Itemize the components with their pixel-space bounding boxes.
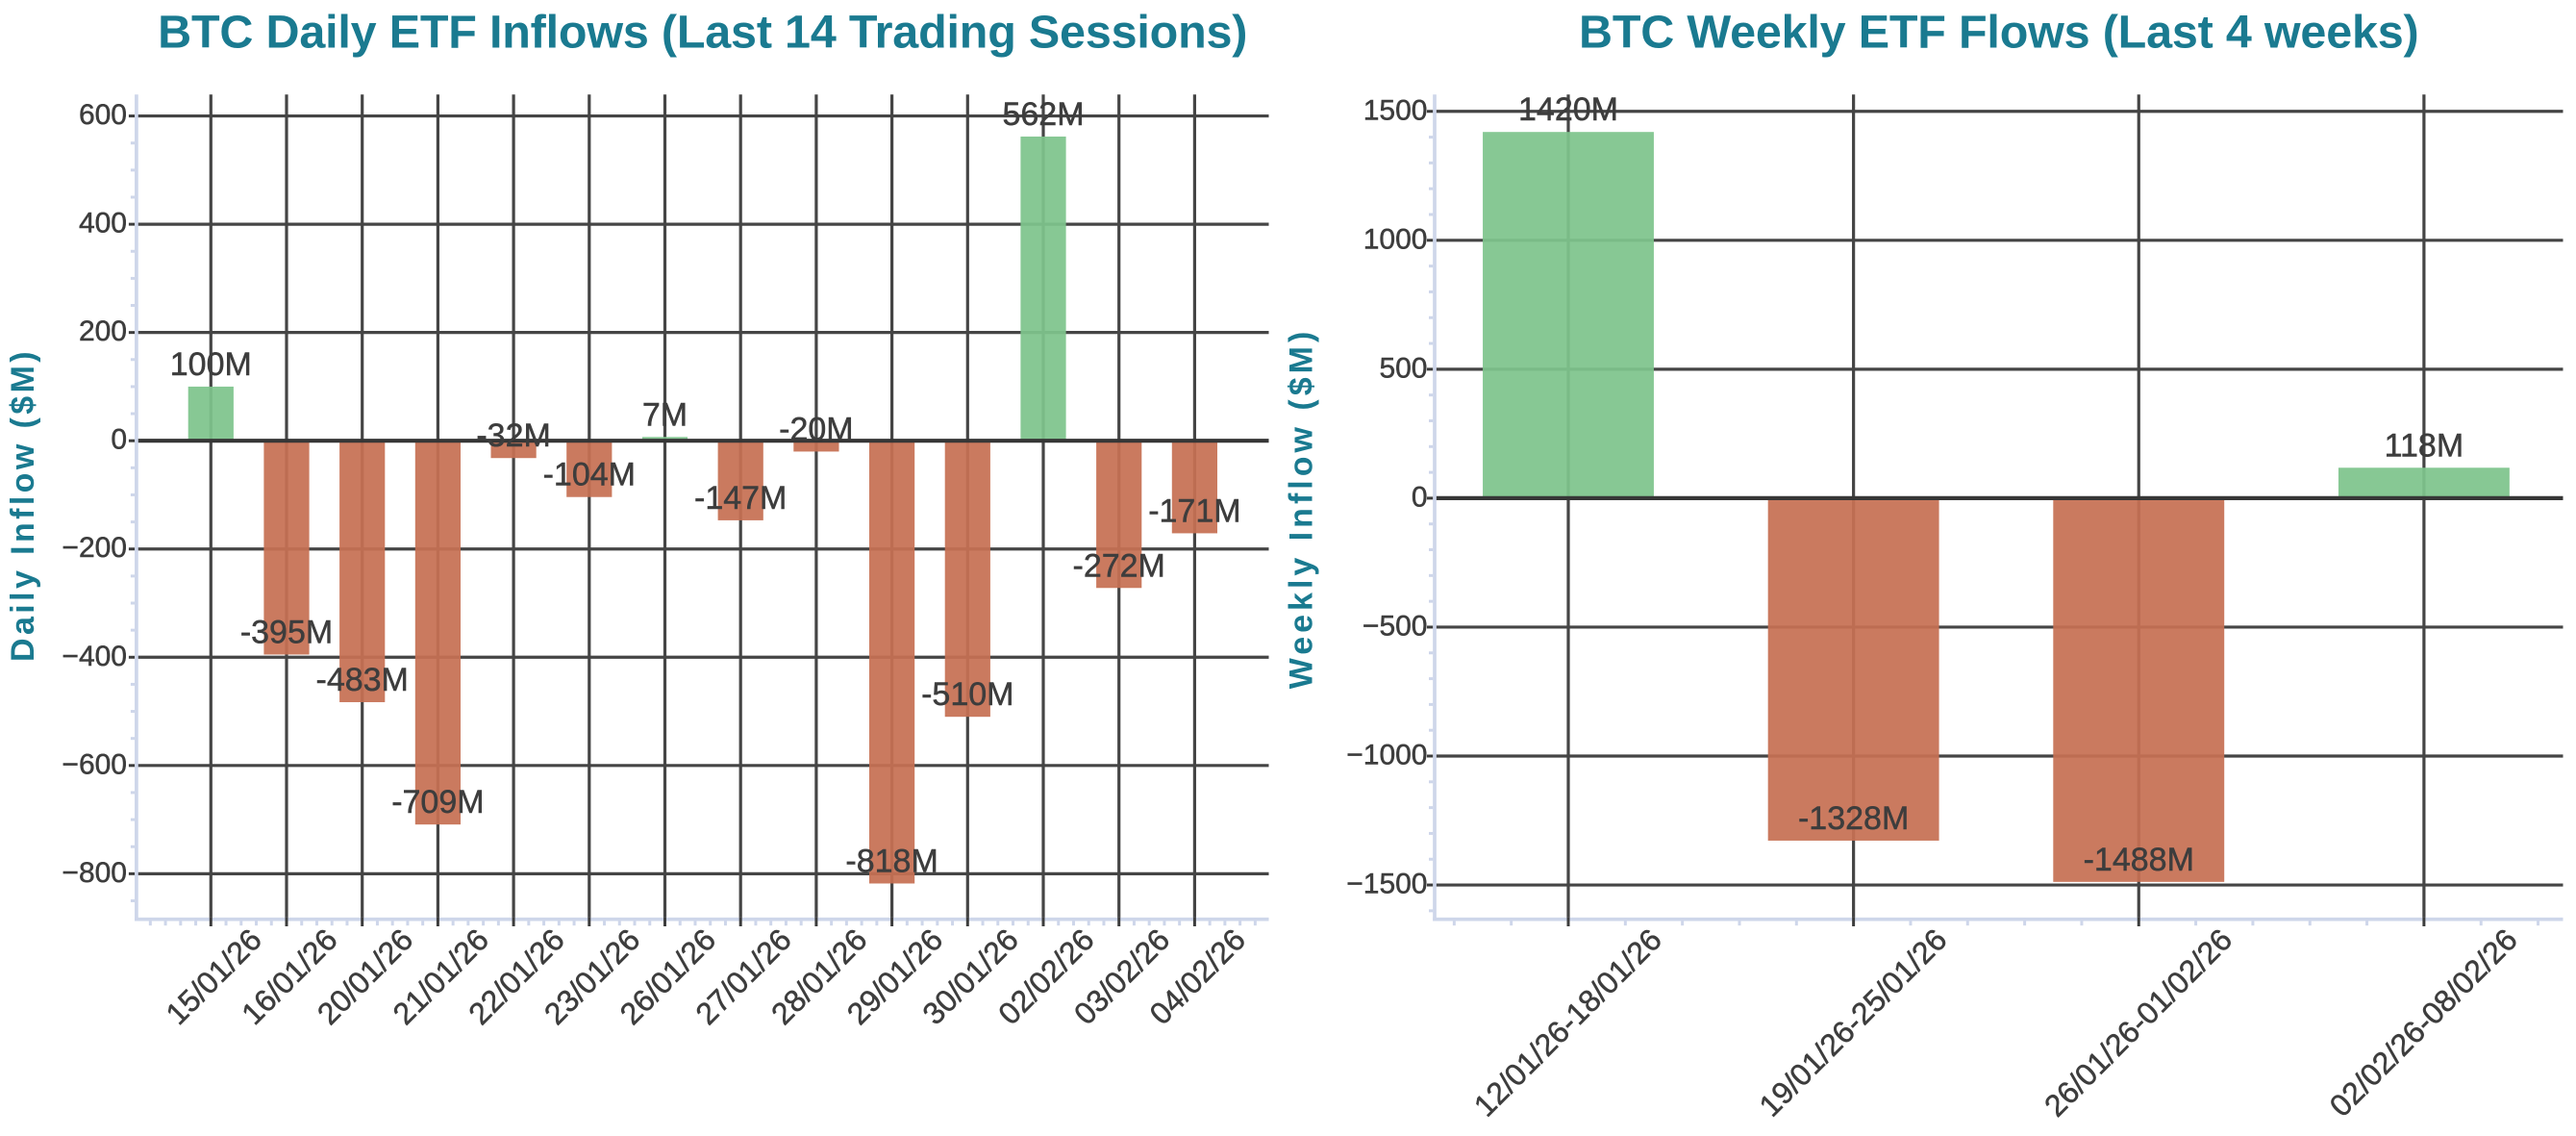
svg-text:1000: 1000	[1363, 223, 1428, 255]
svg-text:-20M: -20M	[779, 411, 853, 447]
svg-text:0: 0	[1412, 481, 1428, 513]
svg-text:7M: 7M	[642, 396, 688, 433]
svg-text:-709M: -709M	[391, 784, 484, 820]
svg-text:600: 600	[79, 99, 127, 131]
svg-text:1420M: 1420M	[1518, 91, 1618, 128]
svg-text:-818M: -818M	[845, 843, 938, 879]
svg-text:−1500: −1500	[1346, 869, 1427, 900]
svg-text:-272M: -272M	[1073, 547, 1165, 584]
svg-text:-510M: -510M	[921, 676, 1013, 713]
svg-text:100M: 100M	[170, 346, 252, 383]
svg-text:−800: −800	[62, 857, 127, 889]
svg-text:Daily Inflow ($M): Daily Inflow ($M)	[5, 348, 41, 662]
svg-text:−500: −500	[1363, 610, 1428, 642]
svg-text:-1328M: -1328M	[1798, 800, 1909, 837]
svg-text:BTC Daily ETF Inflows (Last 14: BTC Daily ETF Inflows (Last 14 Trading S…	[158, 7, 1247, 59]
svg-text:500: 500	[1379, 352, 1427, 384]
svg-text:200: 200	[79, 316, 127, 347]
svg-text:-104M: -104M	[543, 457, 636, 493]
svg-text:Weekly Inflow ($M): Weekly Inflow ($M)	[1284, 328, 1320, 690]
svg-text:−200: −200	[62, 532, 127, 564]
svg-text:-1488M: -1488M	[2084, 842, 2194, 878]
svg-text:118M: 118M	[2385, 427, 2464, 464]
svg-text:-483M: -483M	[316, 662, 409, 698]
svg-text:−400: −400	[62, 641, 127, 672]
svg-text:0: 0	[111, 424, 127, 456]
svg-text:1500: 1500	[1363, 94, 1428, 126]
svg-text:−600: −600	[62, 748, 127, 780]
svg-text:−1000: −1000	[1346, 740, 1427, 771]
svg-text:-171M: -171M	[1148, 492, 1240, 529]
svg-text:-395M: -395M	[240, 614, 333, 650]
svg-text:-32M: -32M	[476, 417, 550, 454]
svg-text:-147M: -147M	[694, 480, 787, 517]
svg-text:BTC Weekly ETF Flows (Last 4 w: BTC Weekly ETF Flows (Last 4 weeks)	[1579, 7, 2418, 59]
svg-text:562M: 562M	[1002, 96, 1084, 133]
svg-text:400: 400	[79, 208, 127, 240]
